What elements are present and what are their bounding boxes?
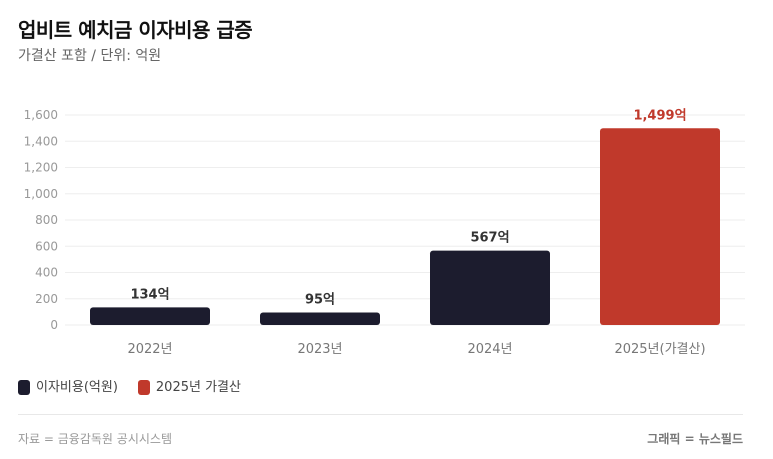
legend-swatch [18,380,30,395]
data-label: 95억 [305,293,335,308]
bar-chart: 0 200 400 600 800 1,000 1,200 1,400 1,600 134억 202… [24,108,745,357]
y-tick-label: 400 [35,266,58,280]
data-label: 134억 [130,287,169,302]
y-tick-label: 1,200 [24,161,58,175]
legend-item-2025: 2025년 가결산 [137,376,241,395]
legend: 이자비용(억원) 2025년 가결산 [18,376,241,395]
y-tick-label: 800 [35,213,58,227]
credit-text: 그래픽 = 뉴스필드 [647,432,743,446]
y-tick-label: 1,600 [24,108,58,122]
x-tick-label: 2022년 [127,342,172,357]
legend-swatch [137,380,150,395]
x-tick-label: 2025년(가결산) [614,342,705,357]
y-tick-label: 1,000 [24,187,58,201]
bar [430,250,550,325]
y-tick-label: 200 [35,292,58,306]
bar [600,128,720,325]
y-tick-label: 1,400 [24,134,58,148]
divider [18,414,743,415]
bar [90,307,210,325]
data-label: 567억 [470,231,509,246]
y-tick-label: 0 [50,318,58,332]
legend-item-interest: 이자비용(억원) [18,376,118,395]
chart-subtitle: 가결산 포함 / 단위: 억원 [18,48,162,64]
source-text: 자료 = 금융감독원 공시시스템 [18,432,172,446]
data-label: 1,499억 [633,108,686,123]
x-tick-label: 2023년 [297,342,342,357]
y-tick-label: 600 [35,239,58,253]
bar [260,312,380,325]
chart-title: 업비트 예치금 이자비용 급증 [18,18,253,42]
x-tick-label: 2024년 [467,342,512,357]
